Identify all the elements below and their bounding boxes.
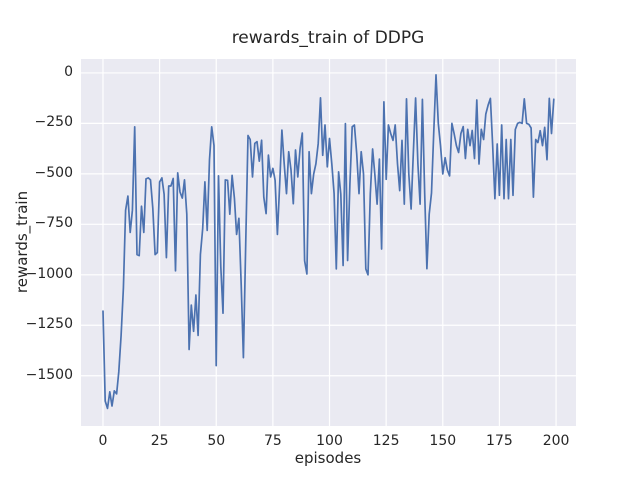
y-tick-label: −500 — [34, 164, 73, 181]
reward-line — [102, 74, 555, 410]
x-tick-label: 175 — [486, 433, 513, 449]
y-tick-label: −1250 — [25, 316, 73, 333]
x-tick-label: 100 — [316, 433, 343, 449]
plot-svg — [81, 59, 576, 426]
x-tick-label: 25 — [150, 433, 169, 449]
plot-area — [81, 59, 576, 426]
y-tick-label: −1500 — [25, 366, 73, 383]
y-tick-label: −250 — [34, 114, 73, 131]
x-tick-label: 50 — [207, 433, 226, 449]
x-tick-label: 125 — [372, 433, 400, 449]
x-tick-label: 75 — [263, 433, 282, 449]
y-tick-label: −750 — [34, 215, 73, 232]
chart-title: rewards_train of DDPG — [231, 28, 425, 48]
x-tick-label: 200 — [542, 433, 570, 449]
y-tick-label: 0 — [64, 63, 73, 80]
x-tick-label: 0 — [98, 433, 108, 449]
x-axis-label: episodes — [294, 449, 362, 467]
y-tick-label: −1000 — [25, 265, 73, 282]
x-tick-label: 150 — [429, 433, 457, 449]
